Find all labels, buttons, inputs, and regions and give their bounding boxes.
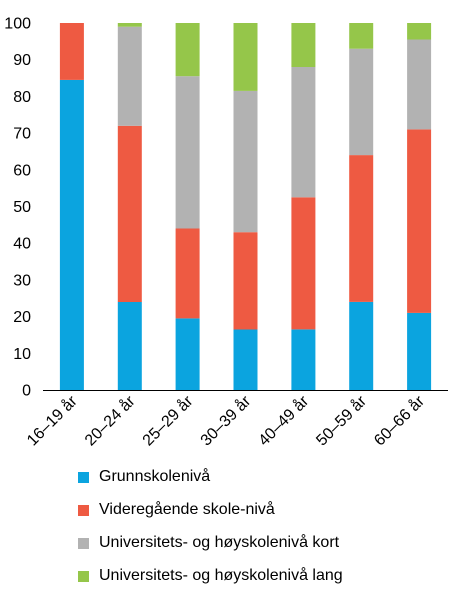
y-tick-label: 80: [13, 89, 31, 106]
y-tick-label: 0: [22, 383, 31, 400]
bar-segment-1-3: [175, 318, 200, 390]
x-tick-label: 30–39 år: [197, 392, 255, 450]
bar-segment-2-4: [233, 232, 258, 330]
legend-label-videregaende: Videregående skole-nivå: [99, 501, 275, 518]
y-tick-label: 60: [13, 162, 31, 179]
bar-segment-1-4: [233, 329, 258, 390]
bar-segment-2-7: [407, 129, 432, 313]
legend-swatch-grunnskole: [78, 471, 89, 483]
bar-segment-2-3: [175, 228, 200, 319]
plot-area: [59, 23, 432, 391]
legend-swatch-videregaende: [78, 504, 89, 516]
x-tick-label: 16–19 år: [23, 392, 81, 450]
legend-swatch-uh-lang: [78, 570, 89, 582]
bar-segment-3-6: [349, 48, 374, 156]
bar-segment-4-4: [233, 23, 258, 91]
y-tick-label: 50: [13, 199, 31, 216]
legend-item-uh-lang: Universitets- og høyskolenivå lang: [78, 565, 343, 587]
y-axis-ticks: 0 10 20 30 40 50 60 70 80 90 100: [4, 16, 31, 400]
bar-segment-4-5: [291, 23, 316, 67]
y-tick-label: 40: [13, 236, 31, 253]
x-tick-label: 60–66 år: [371, 392, 429, 450]
legend-item-videregaende: Videregående skole-nivå: [78, 499, 343, 521]
x-tick-label: 40–49 år: [255, 392, 313, 450]
bar-segment-2-5: [291, 197, 316, 330]
bar-segment-3-7: [407, 39, 432, 130]
bar-segment-1-6: [349, 301, 374, 390]
y-tick-label: 10: [13, 346, 31, 363]
y-tick-label: 90: [13, 52, 31, 69]
y-tick-label: 70: [13, 126, 31, 143]
legend: Grunnskolenivå Videregående skole-nivå U…: [78, 466, 343, 598]
bar-segment-4-7: [407, 23, 432, 40]
bar-segment-1-2: [117, 301, 142, 390]
bar-segment-1-7: [407, 312, 432, 390]
bar-segment-4-3: [175, 23, 200, 77]
x-tick-label: 25–29 år: [139, 392, 197, 450]
y-tick-label: 100: [4, 16, 31, 33]
legend-item-grunnskole: Grunnskolenivå: [78, 466, 343, 488]
bar-segment-3-2: [117, 26, 142, 126]
legend-label-uh-kort: Universitets- og høyskolenivå kort: [99, 534, 340, 551]
legend-label-grunnskole: Grunnskolenivå: [99, 468, 211, 485]
bar-segment-2-1: [59, 23, 84, 80]
legend-label-uh-lang: Universitets- og høyskolenivå lang: [99, 567, 343, 584]
x-tick-label: 20–24 år: [81, 392, 139, 450]
legend-item-uh-kort: Universitets- og høyskolenivå kort: [78, 532, 343, 554]
x-tick-label: 50–59 år: [313, 392, 371, 450]
y-tick-label: 20: [13, 309, 31, 326]
bar-segment-4-2: [117, 23, 142, 27]
bar-segment-3-3: [175, 76, 200, 229]
bar-segment-3-4: [233, 90, 258, 233]
y-tick-label: 30: [13, 272, 31, 289]
bar-segment-1-5: [291, 329, 316, 390]
bar-segment-2-6: [349, 155, 374, 302]
bar-segment-4-6: [349, 23, 374, 49]
bar-segment-3-5: [291, 67, 316, 198]
legend-swatch-uh-kort: [78, 537, 89, 549]
x-axis-ticks: 16–19 år 20–24 år 25–29 år 30–39 år 40–49 år…: [23, 392, 428, 450]
bar-segment-2-2: [117, 125, 142, 302]
bar-segment-1-1: [59, 79, 84, 391]
